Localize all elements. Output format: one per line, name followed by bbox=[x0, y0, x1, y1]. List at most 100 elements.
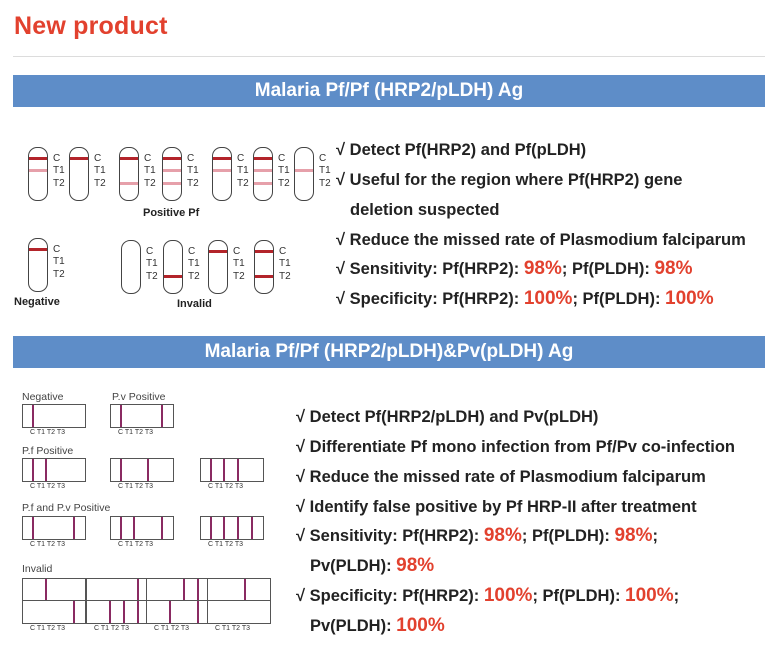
strip-line bbox=[197, 601, 199, 623]
line-label: T1 bbox=[319, 165, 331, 176]
test-line bbox=[295, 169, 313, 172]
line-label: T1 bbox=[279, 258, 291, 269]
strip-line-labels: C T1 T2 T3 bbox=[30, 625, 66, 632]
strip-line bbox=[137, 601, 139, 623]
line-label: T1 bbox=[94, 165, 106, 176]
test-cassette bbox=[253, 147, 273, 201]
line-label: T1 bbox=[188, 258, 200, 269]
test-line bbox=[163, 157, 181, 160]
s2-bullet-2: √ Differentiate Pf mono infection from P… bbox=[296, 438, 736, 456]
strip-line-labels: C T1 T2 T3 bbox=[215, 625, 251, 632]
test-line bbox=[255, 275, 273, 278]
strip-line-labels: C T1 T2 T3 bbox=[30, 541, 66, 548]
test-line bbox=[29, 157, 47, 160]
line-label: T2 bbox=[146, 271, 158, 282]
section1-banner: Malaria Pf/Pf (HRP2/pLDH) Ag bbox=[13, 75, 765, 107]
line-label: C bbox=[53, 244, 61, 255]
test-strip bbox=[207, 600, 271, 624]
line-label: T2 bbox=[319, 178, 331, 189]
strip-line bbox=[161, 405, 163, 427]
s1-sensitivity: √ Sensitivity: Pf(HRP2): 98%; Pf(PLDH): … bbox=[336, 258, 693, 279]
test-strip bbox=[22, 404, 86, 428]
test-cassette bbox=[212, 147, 232, 201]
strip-line-labels: C T1 T2 T3 bbox=[30, 429, 66, 436]
strip-line bbox=[251, 517, 253, 539]
strip-line bbox=[147, 459, 149, 481]
strip-line-labels: C T1 T2 T3 bbox=[30, 483, 66, 490]
strip-line bbox=[32, 517, 34, 539]
strip-line bbox=[210, 459, 212, 481]
test-strip bbox=[200, 516, 264, 540]
line-label: T1 bbox=[187, 165, 199, 176]
test-strip bbox=[22, 578, 86, 602]
page-title: New product bbox=[14, 12, 168, 40]
test-line bbox=[163, 169, 181, 172]
line-label: C bbox=[144, 153, 152, 164]
test-line bbox=[164, 275, 182, 278]
line-label: C bbox=[187, 153, 195, 164]
strip-line bbox=[120, 517, 122, 539]
test-strip bbox=[86, 578, 150, 602]
test-line bbox=[254, 157, 272, 160]
strip-line bbox=[169, 601, 171, 623]
strip-line-labels: C T1 T2 T3 bbox=[94, 625, 130, 632]
invalid-caption: Invalid bbox=[177, 298, 212, 310]
test-strip bbox=[207, 578, 271, 602]
line-label: T1 bbox=[146, 258, 158, 269]
line-label: T2 bbox=[53, 178, 65, 189]
test-strip bbox=[200, 458, 264, 482]
strip-line bbox=[73, 517, 75, 539]
line-label: T1 bbox=[233, 258, 245, 269]
s2-specificity: √ Specificity: Pf(HRP2): 100%; Pf(PLDH):… bbox=[296, 585, 680, 606]
s2-bullet-4: √ Identify false positive by Pf HRP-II a… bbox=[296, 498, 697, 516]
negative-caption: Negative bbox=[14, 296, 60, 308]
strip-line bbox=[123, 601, 125, 623]
test-line bbox=[255, 250, 273, 253]
test-cassette bbox=[163, 240, 183, 294]
strip-line bbox=[161, 517, 163, 539]
test-strip bbox=[22, 600, 86, 624]
strip-line-labels: C T1 T2 T3 bbox=[118, 429, 154, 436]
s2-bullet-1: √ Detect Pf(HRP2/pLDH) and Pv(pLDH) bbox=[296, 408, 599, 426]
test-cassette bbox=[119, 147, 139, 201]
strip-line bbox=[137, 579, 139, 601]
strip-line bbox=[210, 517, 212, 539]
test-cassette bbox=[208, 240, 228, 294]
line-label: T1 bbox=[53, 165, 65, 176]
s2-specificity-cont: Pv(PLDH): 100% bbox=[310, 615, 445, 636]
line-label: C bbox=[146, 246, 154, 257]
line-label: T2 bbox=[187, 178, 199, 189]
test-line bbox=[213, 169, 231, 172]
label-pv-positive: P.v Positive bbox=[112, 391, 166, 403]
strip-line bbox=[244, 579, 246, 601]
test-line bbox=[120, 157, 138, 160]
test-line bbox=[209, 250, 227, 253]
strip-line bbox=[32, 405, 34, 427]
line-label: C bbox=[319, 153, 327, 164]
strip-line-labels: C T1 T2 T3 bbox=[208, 541, 244, 548]
strip-line bbox=[120, 405, 122, 427]
line-label: T1 bbox=[278, 165, 290, 176]
test-cassette bbox=[28, 238, 48, 292]
line-label: T2 bbox=[94, 178, 106, 189]
line-label: T1 bbox=[144, 165, 156, 176]
strip-line-labels: C T1 T2 T3 bbox=[208, 483, 244, 490]
label-pf-positive: P.f Positive bbox=[22, 445, 74, 457]
strip-line bbox=[237, 459, 239, 481]
line-label: C bbox=[233, 246, 241, 257]
strip-line bbox=[109, 601, 111, 623]
test-cassette bbox=[254, 240, 274, 294]
s2-sensitivity: √ Sensitivity: Pf(HRP2): 98%; Pf(PLDH): … bbox=[296, 525, 658, 546]
label-negative: Negative bbox=[22, 391, 64, 403]
strip-line bbox=[45, 579, 47, 601]
test-line bbox=[120, 182, 138, 185]
strip-line-labels: C T1 T2 T3 bbox=[154, 625, 190, 632]
test-strip bbox=[110, 458, 174, 482]
line-label: T2 bbox=[279, 271, 291, 282]
strip-line-labels: C T1 T2 T3 bbox=[118, 541, 154, 548]
test-strip bbox=[22, 516, 86, 540]
line-label: C bbox=[188, 246, 196, 257]
line-label: C bbox=[94, 153, 102, 164]
title-divider bbox=[13, 56, 765, 57]
strip-line bbox=[45, 459, 47, 481]
